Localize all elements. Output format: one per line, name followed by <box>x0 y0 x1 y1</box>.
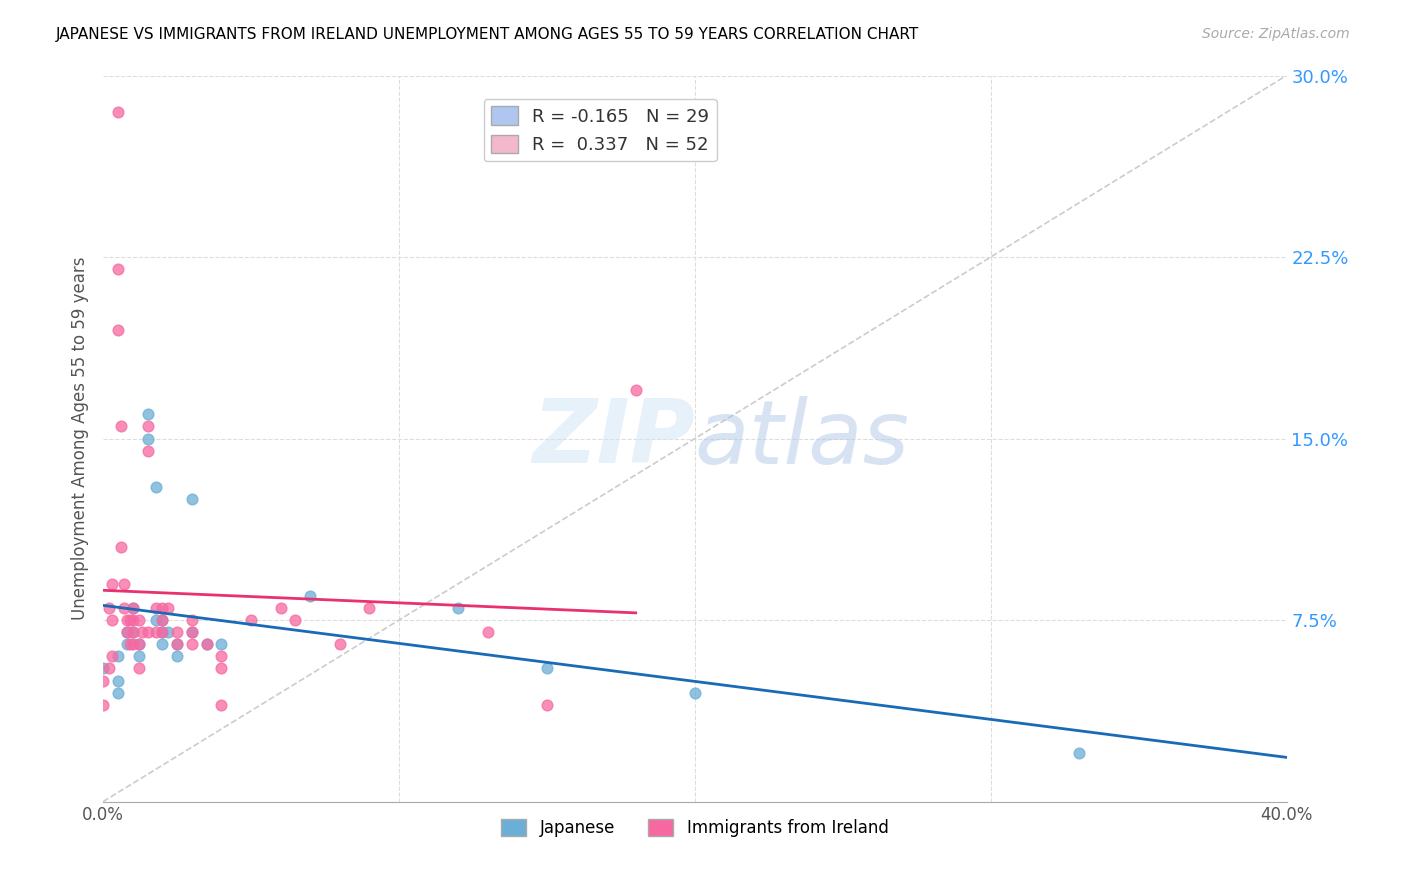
Point <box>157 625 180 640</box>
Point <box>128 661 150 675</box>
Legend: Japanese, Immigrants from Ireland: Japanese, Immigrants from Ireland <box>495 813 896 844</box>
Point <box>101 576 124 591</box>
Point <box>180 625 202 640</box>
Point <box>150 601 173 615</box>
Point <box>110 541 132 555</box>
Point <box>118 613 141 627</box>
Point <box>121 625 143 640</box>
Point <box>115 613 138 627</box>
Point <box>536 698 558 712</box>
Point <box>329 637 352 651</box>
Point <box>477 625 499 640</box>
Point <box>107 104 129 119</box>
Point <box>121 625 143 640</box>
Point <box>211 661 233 675</box>
Point <box>91 698 114 712</box>
Point <box>98 601 121 615</box>
Point <box>136 419 159 434</box>
Point <box>359 601 381 615</box>
Point <box>128 649 150 664</box>
Point <box>150 625 173 640</box>
Point <box>211 698 233 712</box>
Point <box>166 637 188 651</box>
Point <box>115 625 138 640</box>
Point <box>136 432 159 446</box>
Point <box>195 637 218 651</box>
Point <box>112 576 135 591</box>
Point <box>166 649 188 664</box>
Point <box>136 625 159 640</box>
Point <box>536 661 558 675</box>
Point <box>1069 746 1091 760</box>
Point <box>240 613 263 627</box>
Point <box>624 383 647 397</box>
Point <box>107 262 129 277</box>
Point <box>107 649 129 664</box>
Point <box>112 601 135 615</box>
Point <box>121 601 143 615</box>
Point <box>101 613 124 627</box>
Point <box>91 661 114 675</box>
Point <box>150 613 173 627</box>
Point <box>180 491 202 506</box>
Point <box>121 637 143 651</box>
Point <box>211 649 233 664</box>
Point <box>166 625 188 640</box>
Text: JAPANESE VS IMMIGRANTS FROM IRELAND UNEMPLOYMENT AMONG AGES 55 TO 59 YEARS CORRE: JAPANESE VS IMMIGRANTS FROM IRELAND UNEM… <box>56 27 920 42</box>
Text: ZIP: ZIP <box>531 395 695 482</box>
Point <box>447 601 470 615</box>
Point <box>110 419 132 434</box>
Point <box>136 443 159 458</box>
Point <box>118 637 141 651</box>
Point <box>128 637 150 651</box>
Point <box>284 613 307 627</box>
Point <box>145 625 167 640</box>
Point <box>136 408 159 422</box>
Point <box>683 686 706 700</box>
Point <box>128 613 150 627</box>
Point <box>145 601 167 615</box>
Text: atlas: atlas <box>695 395 910 482</box>
Point <box>121 613 143 627</box>
Point <box>128 637 150 651</box>
Point <box>131 625 153 640</box>
Point <box>180 637 202 651</box>
Point <box>91 673 114 688</box>
Point <box>157 601 180 615</box>
Point <box>299 589 322 603</box>
Point <box>145 613 167 627</box>
Point <box>195 637 218 651</box>
Point <box>270 601 292 615</box>
Point <box>107 323 129 337</box>
Point <box>101 649 124 664</box>
Point <box>166 637 188 651</box>
Point <box>107 686 129 700</box>
Point <box>107 673 129 688</box>
Point <box>180 625 202 640</box>
Point <box>145 480 167 494</box>
Point <box>211 637 233 651</box>
Y-axis label: Unemployment Among Ages 55 to 59 years: Unemployment Among Ages 55 to 59 years <box>72 257 89 620</box>
Point <box>121 601 143 615</box>
Point <box>98 661 121 675</box>
Point <box>150 613 173 627</box>
Point <box>150 625 173 640</box>
Point <box>115 625 138 640</box>
Point <box>150 637 173 651</box>
Point <box>115 637 138 651</box>
Point <box>180 613 202 627</box>
Text: Source: ZipAtlas.com: Source: ZipAtlas.com <box>1202 27 1350 41</box>
